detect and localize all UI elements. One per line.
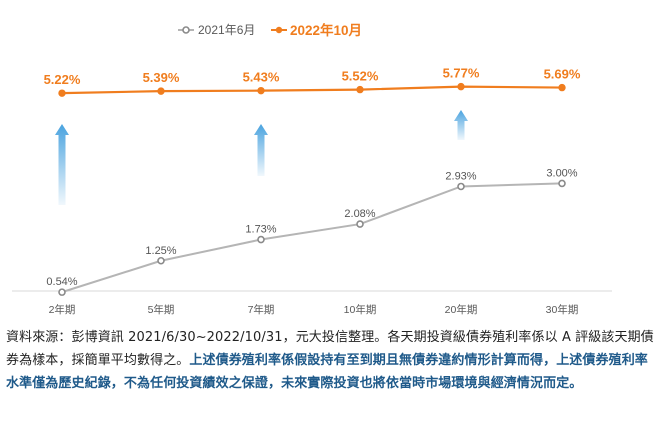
yield-line-chart: 2年期 5年期 7年期 10年期 20年期 30年期 0.54% 1.25% 1.73% 2.08…: [12, 22, 612, 316]
footnote: 資料來源：彭博資訊 2021/6/30~2022/10/31，元大投信整理。各天…: [6, 326, 656, 395]
series-2021-line: [61, 182, 563, 294]
up-arrow-icon: [454, 110, 468, 140]
legend-marker-2021: [182, 26, 190, 34]
x-tick-label: 7年期: [248, 303, 275, 316]
data-label: 5.43%: [243, 70, 280, 85]
data-label: 2.08%: [344, 208, 375, 220]
legend-marker-2022: [275, 26, 283, 34]
data-label: 2.93%: [445, 170, 476, 182]
up-arrow-icon: [254, 124, 268, 176]
series-2022-line: [61, 85, 563, 95]
legend-label-2022: 2022年10月: [290, 22, 362, 38]
data-point: [457, 182, 465, 191]
data-point: [257, 86, 265, 95]
x-tick-label: 20年期: [445, 303, 478, 316]
data-point: [58, 288, 66, 296]
data-point: [356, 220, 364, 228]
data-label: 1.73%: [245, 224, 276, 236]
data-label: 0.54%: [46, 276, 77, 288]
data-label: 1.25%: [145, 245, 176, 257]
footnote-source-text: 資料來源：彭博資訊 2021/6/30~2022/10/31，元大投信整理。各天…: [6, 330, 654, 368]
x-tick-label: 5年期: [148, 303, 175, 316]
data-label: 5.22%: [44, 72, 81, 87]
x-tick-label: 10年期: [344, 303, 377, 316]
data-point: [157, 87, 165, 95]
data-label: 3.00%: [546, 167, 577, 179]
up-arrow-icon: [55, 124, 69, 205]
data-point: [257, 235, 265, 244]
legend-label-2021: 2021年6月: [198, 23, 255, 37]
data-point: [58, 89, 66, 97]
data-label: 5.39%: [143, 70, 180, 85]
data-point: [157, 256, 165, 265]
data-point: [356, 85, 364, 94]
data-point: [558, 179, 566, 188]
data-point: [457, 82, 465, 91]
data-label: 5.52%: [342, 69, 379, 84]
data-label: 5.69%: [544, 67, 581, 82]
footnote-disclaimer-text: 上述債券殖利率係假設持有至到期且無債券違約情形計算而得，上述債券殖利率水準僅為歷…: [6, 353, 648, 391]
data-label: 5.77%: [443, 66, 480, 81]
x-tick-label: 2年期: [49, 303, 76, 316]
data-point: [558, 83, 566, 92]
x-tick-label: 30年期: [546, 303, 579, 316]
